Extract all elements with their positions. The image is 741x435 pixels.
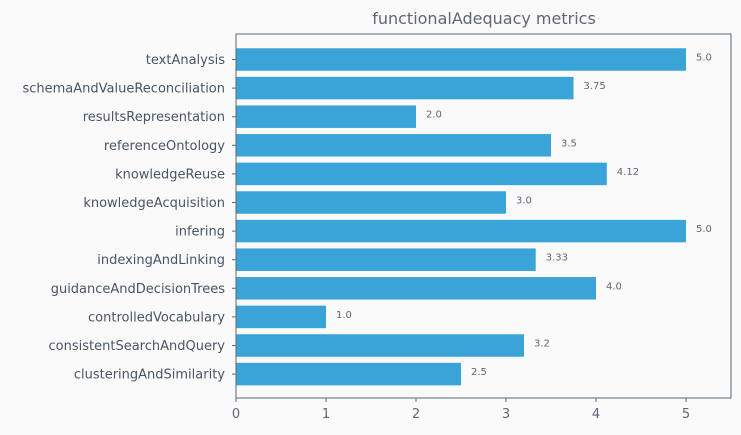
bar <box>236 48 686 71</box>
x-tick-label: 3 <box>502 407 510 422</box>
plot-frame <box>235 33 732 399</box>
y-tick-label: controlledVocabulary <box>88 310 225 325</box>
data-labels: 5.0 3.75 2.0 3.5 4.12 3.0 5.0 3.33 4.0 1.0 3.2 2.5 <box>336 53 712 379</box>
y-tick-label: knowledgeReuse <box>115 167 225 182</box>
x-tick-label: 5 <box>682 407 690 422</box>
y-tick-label: consistentSearchAndQuery <box>49 339 226 354</box>
x-tick-label: 1 <box>322 407 330 422</box>
data-label: 5.0 <box>696 53 712 64</box>
y-tick-label: referenceOntology <box>104 139 225 154</box>
data-label: 4.0 <box>606 281 622 292</box>
data-label: 5.0 <box>696 224 712 235</box>
data-label: 4.12 <box>617 167 639 178</box>
y-tick-label: clusteringAndSimilarity <box>74 368 225 383</box>
bar <box>236 134 551 157</box>
y-tick-label: infering <box>175 225 225 240</box>
y-tick-label: textAnalysis <box>146 53 225 68</box>
y-tick-label: resultsRepresentation <box>83 110 225 125</box>
bar <box>236 105 416 128</box>
data-label: 3.75 <box>584 81 606 92</box>
bars-group <box>236 48 686 386</box>
bar <box>236 248 536 271</box>
bar <box>236 162 607 186</box>
y-tick-label: knowledgeAcquisition <box>83 196 225 211</box>
x-tick-label: 0 <box>232 407 240 422</box>
bar <box>236 219 686 243</box>
bar <box>236 334 524 357</box>
bar <box>236 305 326 329</box>
y-tick-label: schemaAndValueReconciliation <box>22 82 225 97</box>
chart-title: functionalAdequacy metrics <box>372 9 596 28</box>
data-label: 3.5 <box>561 138 577 149</box>
x-axis: 0 1 2 3 4 5 <box>232 398 690 422</box>
y-tick-label: guidanceAndDecisionTrees <box>51 282 226 297</box>
data-label: 1.0 <box>336 310 352 321</box>
x-tick-label: 2 <box>412 407 420 422</box>
data-label: 3.2 <box>534 339 550 350</box>
bar <box>236 191 506 214</box>
data-label: 3.0 <box>516 196 532 207</box>
y-axis-labels: textAnalysis schemaAndValueReconciliation… <box>22 53 236 383</box>
x-tick-label: 4 <box>592 407 600 422</box>
bar <box>236 362 461 386</box>
y-tick-label: indexingAndLinking <box>97 253 225 268</box>
data-label: 2.0 <box>426 110 442 121</box>
data-label: 2.5 <box>471 367 487 378</box>
bar <box>236 76 574 100</box>
bar <box>236 277 596 300</box>
data-label: 3.33 <box>546 253 568 264</box>
